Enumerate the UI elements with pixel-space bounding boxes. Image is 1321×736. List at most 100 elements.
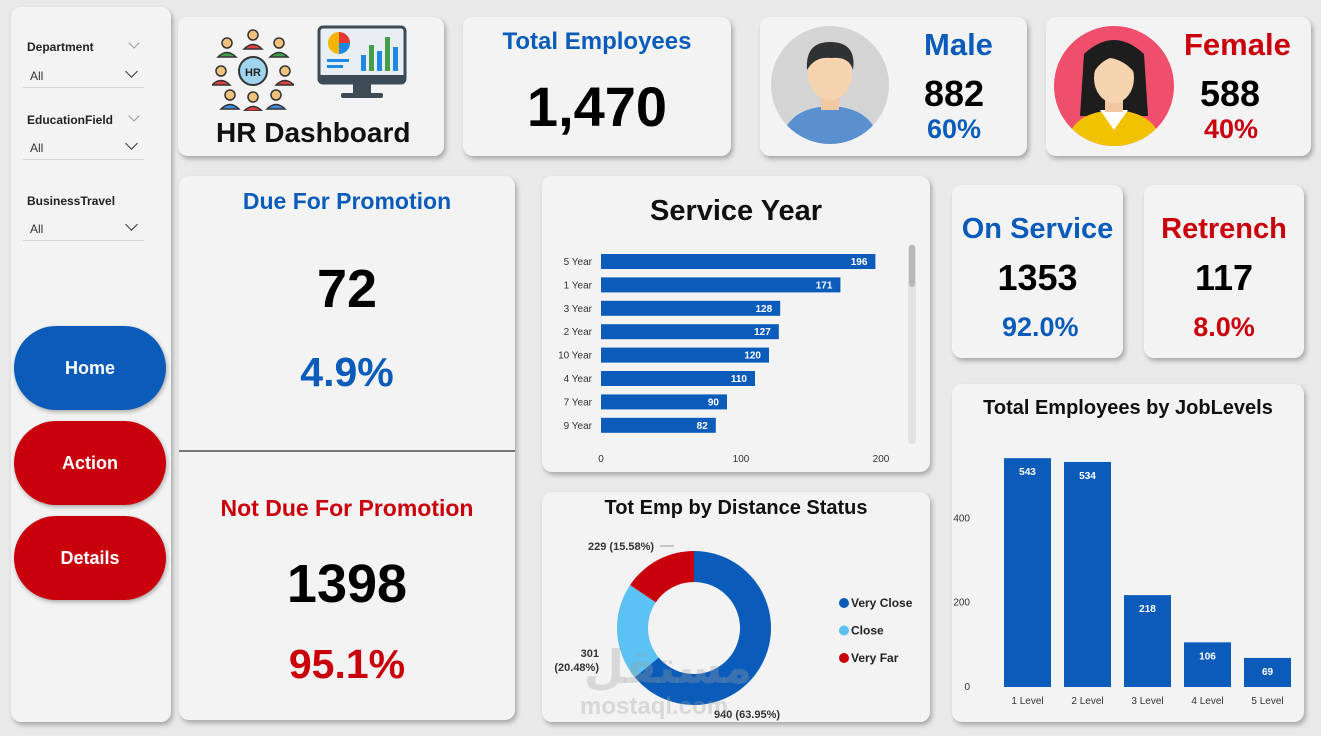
- total-employees-value: 1,470: [526, 75, 668, 138]
- bar-value-label: 120: [744, 351, 761, 362]
- y-tick-label: 0: [964, 682, 970, 693]
- on-service-title: On Service: [961, 213, 1114, 245]
- donut-slice[interactable]: [634, 551, 771, 705]
- dashboard-title: HR Dashboard: [216, 117, 411, 148]
- x-tick-label: 4 Level: [1191, 696, 1223, 707]
- retrench-title: Retrench: [1161, 213, 1287, 245]
- hr-badge-text: HR: [245, 67, 261, 79]
- y-tick-label: 200: [953, 598, 970, 609]
- total-employees-title: Total Employees: [502, 28, 692, 55]
- female-card: Female 588 40%: [1046, 17, 1311, 156]
- bar[interactable]: [601, 300, 781, 316]
- department-select[interactable]: All: [23, 64, 144, 88]
- donut-slice[interactable]: [630, 551, 694, 603]
- bar[interactable]: [1064, 461, 1111, 687]
- job-levels-card: Total Employees by JobLevels 0 200 400 543 1…: [952, 384, 1304, 722]
- details-button[interactable]: Details: [14, 516, 166, 600]
- distance-status-chart: 940 (63.95%) 301 (20.48%) 229 (15.58%) Very …: [554, 541, 913, 721]
- male-count: 882: [924, 73, 985, 114]
- logo-card: HR HR Dashboard: [178, 17, 444, 156]
- service-year-card: Service Year 5 Year 196 1 Year 171 3 Year 128…: [542, 176, 930, 472]
- department-filter-label: Department: [27, 40, 94, 54]
- legend-marker: [839, 598, 849, 608]
- bar[interactable]: [601, 347, 769, 363]
- bar-value-label: 106: [1199, 651, 1216, 662]
- female-avatar: [1054, 26, 1174, 146]
- legend-label[interactable]: Very Far: [851, 651, 899, 665]
- legend-label[interactable]: Very Close: [851, 596, 913, 610]
- bar[interactable]: [601, 417, 716, 433]
- retrench-count: 117: [1194, 257, 1254, 298]
- on-service-card: On Service 1353 92.0%: [952, 185, 1123, 358]
- slice-value-label: (20.48%): [554, 662, 599, 674]
- male-card: Male 882 60%: [760, 17, 1027, 156]
- distance-status-title: Tot Emp by Distance Status: [604, 497, 868, 519]
- bar-value-label: 196: [851, 257, 868, 268]
- male-avatar: [771, 26, 889, 144]
- bar[interactable]: [601, 254, 876, 269]
- bar-value-label: 69: [1262, 667, 1274, 678]
- action-button[interactable]: Action: [14, 421, 166, 505]
- slice-value-label: 940 (63.95%): [714, 709, 780, 721]
- watermark-url: mostaql.com: [580, 693, 729, 720]
- bar[interactable]: [1004, 458, 1051, 687]
- bar-category-label: 2 Year: [564, 327, 593, 338]
- bar[interactable]: [601, 277, 841, 293]
- bar-category-label: 5 Year: [564, 257, 593, 268]
- bar-category-label: 3 Year: [564, 304, 593, 315]
- promotion-card: Due For Promotion 72 4.9% Not Due For Pr…: [179, 176, 515, 720]
- home-button[interactable]: Home: [14, 326, 166, 410]
- educationfield-select[interactable]: All: [23, 136, 144, 160]
- businesstravel-filter-label: BusinessTravel: [27, 194, 116, 208]
- male-title: Male: [924, 27, 993, 62]
- bar[interactable]: [1124, 595, 1171, 687]
- retrench-percent: 8.0%: [1193, 312, 1255, 342]
- female-title: Female: [1184, 27, 1291, 62]
- service-year-chart: 5 Year 196 1 Year 171 3 Year 128 2 Year 127 10 Y…: [558, 254, 890, 465]
- businesstravel-select[interactable]: All: [23, 217, 144, 241]
- educationfield-select-value: All: [30, 141, 44, 155]
- due-promotion-count: 72: [316, 259, 378, 319]
- female-percent: 40%: [1204, 114, 1259, 144]
- bar[interactable]: [601, 371, 755, 386]
- bar[interactable]: [601, 394, 727, 410]
- on-service-percent: 92.0%: [1002, 312, 1079, 342]
- x-tick-label: 3 Level: [1131, 696, 1163, 707]
- bar-value-label: 110: [731, 374, 748, 385]
- educationfield-filter-label: EducationField: [27, 113, 114, 127]
- scrollbar-track[interactable]: [908, 244, 916, 444]
- divider: [179, 450, 515, 452]
- x-tick-label: 200: [873, 454, 890, 465]
- bar-value-label: 90: [708, 397, 720, 408]
- scrollbar-thumb[interactable]: [909, 245, 915, 287]
- job-levels-chart: 0 200 400 543 1 Level 534 2 Level 218 3 Level 106…: [953, 458, 1291, 707]
- legend-marker: [839, 625, 849, 636]
- male-percent: 60%: [927, 114, 982, 144]
- bar[interactable]: [601, 324, 779, 340]
- legend-label[interactable]: Close: [851, 624, 884, 638]
- bar-value-label: 127: [754, 327, 771, 338]
- not-due-promotion-count: 1398: [286, 554, 408, 614]
- distance-status-card: Tot Emp by Distance Status 940 (63.95%) 3…: [542, 492, 930, 722]
- chevron-down-icon: [125, 137, 138, 150]
- bar-value-label: 128: [756, 304, 773, 315]
- watermark-arabic: مستقل: [584, 641, 753, 693]
- service-year-title: Service Year: [649, 195, 823, 227]
- retrench-card: Retrench 117 8.0%: [1144, 185, 1304, 358]
- bar-value-label: 534: [1079, 471, 1096, 482]
- bar-value-label: 171: [816, 280, 833, 291]
- slice-value-label: 301: [581, 648, 599, 660]
- department-select-value: All: [30, 69, 44, 83]
- total-employees-card: Total Employees 1,470: [463, 17, 731, 156]
- legend-marker: [839, 653, 849, 663]
- x-tick-label: 0: [598, 454, 604, 465]
- donut-slice[interactable]: [617, 585, 659, 678]
- x-tick-label: 2 Level: [1071, 696, 1103, 707]
- bar-value-label: 543: [1019, 467, 1036, 478]
- female-count: 588: [1200, 73, 1261, 114]
- chevron-down-icon: [125, 65, 138, 78]
- bar-category-label: 10 Year: [558, 351, 593, 362]
- bar-value-label: 218: [1139, 604, 1156, 615]
- bar[interactable]: [1244, 657, 1291, 687]
- bar[interactable]: [1184, 642, 1231, 687]
